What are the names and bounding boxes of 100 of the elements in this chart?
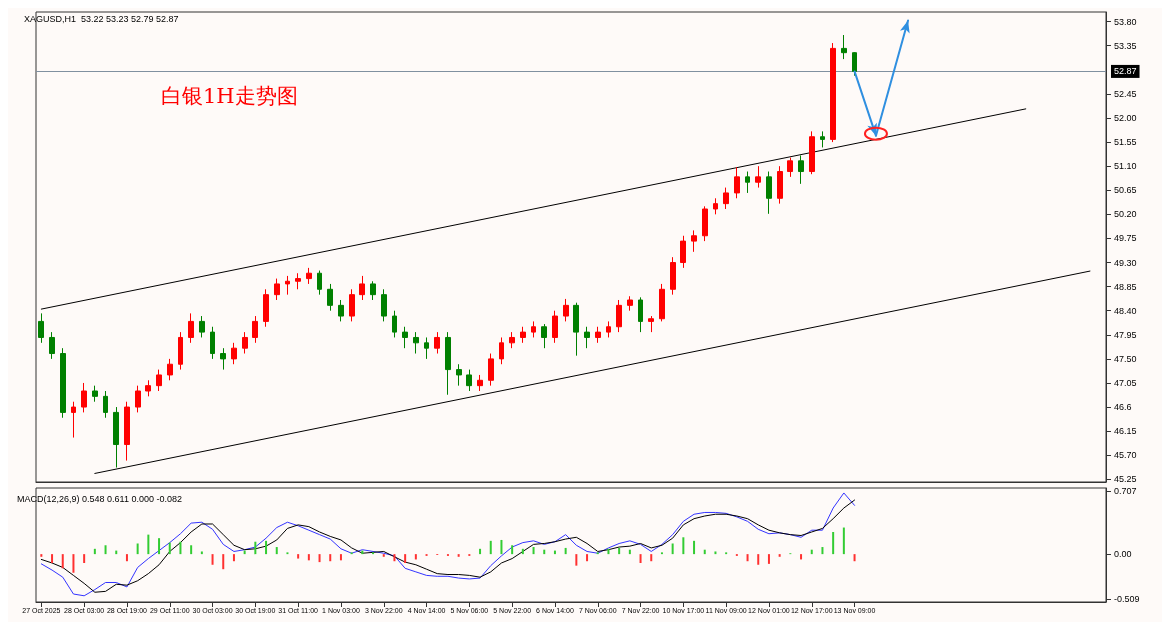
candlestick	[552, 310, 558, 344]
candlestick	[81, 382, 87, 413]
y-tick-label: 45.25	[1114, 474, 1137, 485]
y-tick-label: 52.00	[1114, 112, 1137, 123]
bar	[61, 554, 64, 569]
bar	[297, 554, 300, 559]
bar	[489, 540, 492, 555]
y-tick-label: 48.40	[1114, 305, 1137, 316]
bar	[339, 554, 342, 561]
bar	[393, 554, 396, 562]
candlestick	[509, 331, 515, 349]
candlestick	[798, 154, 804, 185]
y-tick-label: 46.15	[1114, 426, 1137, 437]
candlestick	[359, 275, 365, 301]
y-tick-label: 52.45	[1114, 88, 1137, 99]
bar	[168, 542, 171, 555]
candlestick	[60, 347, 66, 419]
bar	[222, 554, 225, 570]
candlestick	[638, 296, 643, 333]
candlestick	[616, 299, 622, 333]
candlestick	[841, 34, 847, 60]
candlestick	[274, 278, 280, 301]
candlestick	[445, 331, 451, 396]
candlestick	[349, 288, 355, 322]
candlestick	[755, 165, 761, 189]
bar	[83, 554, 86, 563]
candlestick	[402, 326, 408, 349]
bar	[93, 548, 96, 555]
bar	[650, 554, 653, 562]
y-tick-label: 47.95	[1114, 329, 1137, 340]
candlestick	[466, 369, 472, 392]
candlestick	[680, 235, 686, 269]
bar	[51, 554, 54, 563]
candlestick	[188, 312, 194, 344]
candlestick	[734, 166, 740, 199]
candlestick	[113, 406, 119, 469]
candlestick	[531, 320, 536, 338]
bar	[607, 548, 610, 555]
bar	[682, 537, 685, 555]
bar	[382, 554, 385, 557]
bar	[500, 539, 503, 555]
text: MACD(12,26,9) 0.548 0.611 0.000 -0.082	[17, 493, 182, 504]
candlestick	[424, 336, 429, 360]
candlestick	[167, 358, 173, 381]
candlestick	[178, 331, 183, 371]
candlestick	[145, 379, 151, 397]
candlestick	[606, 320, 611, 338]
candlestick	[563, 298, 569, 322]
candlestick	[199, 315, 205, 338]
bar	[147, 534, 150, 555]
candlestick	[820, 130, 825, 148]
candlestick	[702, 205, 708, 242]
bar	[693, 540, 696, 555]
candlestick	[777, 165, 783, 205]
candlestick	[327, 283, 333, 312]
bar	[586, 554, 589, 562]
candlestick	[648, 315, 654, 333]
candlestick	[38, 312, 44, 344]
annotation: XAGUSD,H1 53.22 53.23 52.79 52.87	[24, 13, 179, 24]
bar	[767, 554, 770, 564]
bar	[778, 554, 781, 557]
candlestick	[713, 197, 718, 215]
y-tick-label: 0.707	[1114, 486, 1137, 497]
y-tick-label: 46.6	[1114, 402, 1132, 413]
y-tick-label: 50.20	[1114, 209, 1137, 220]
candlestick	[220, 347, 226, 371]
bar	[832, 531, 835, 555]
bar	[821, 547, 824, 555]
candlestick	[766, 171, 772, 215]
y-tick-label: -0.509	[1114, 594, 1140, 605]
bar	[329, 554, 332, 562]
bar	[457, 554, 460, 557]
candlestick	[381, 288, 387, 322]
text: 白银1H走势图	[161, 83, 298, 108]
candlestick	[156, 369, 162, 392]
candlestick	[830, 42, 836, 143]
bar	[265, 540, 268, 555]
bar	[104, 545, 107, 555]
candlestick	[595, 326, 601, 344]
bar	[575, 554, 578, 566]
candlestick	[370, 280, 376, 301]
bar	[190, 545, 193, 555]
candlestick	[659, 283, 665, 322]
bar	[136, 543, 139, 555]
bar	[200, 551, 203, 555]
candlestick	[231, 342, 237, 365]
bar	[757, 554, 760, 565]
candlestick	[691, 229, 697, 253]
candlestick	[263, 288, 269, 328]
candlestick	[573, 302, 579, 357]
candlestick	[242, 331, 248, 355]
bar	[532, 547, 535, 555]
candlestick	[434, 331, 440, 355]
bar	[714, 551, 717, 555]
bar	[404, 554, 407, 563]
bar	[40, 554, 43, 557]
candlestick	[92, 385, 98, 403]
y-tick-label: 53.80	[1114, 16, 1137, 27]
candlestick	[317, 270, 322, 296]
candlestick	[413, 331, 419, 355]
